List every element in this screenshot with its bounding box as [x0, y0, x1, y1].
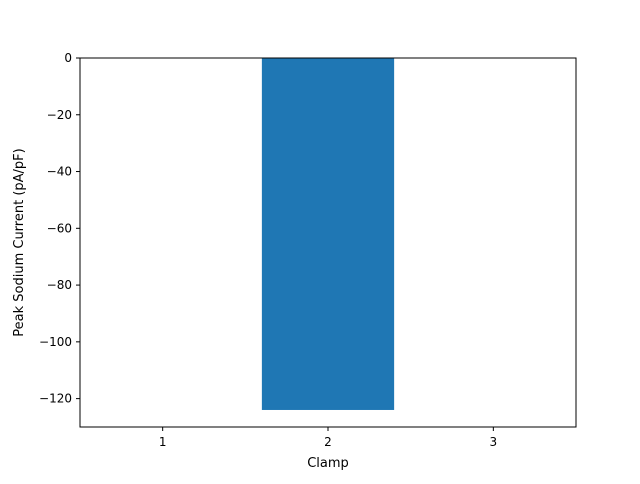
x-axis-label: Clamp: [307, 456, 349, 471]
y-tick-label: −80: [47, 278, 72, 292]
y-tick-label: −100: [39, 335, 72, 349]
x-tick-label: 2: [324, 435, 332, 449]
y-tick-label: −120: [39, 392, 72, 406]
y-tick-label: 0: [64, 51, 72, 65]
x-tick-label: 1: [159, 435, 167, 449]
y-tick-label: −20: [47, 108, 72, 122]
y-axis-ticks: 0 −20 −40 −60 −80 −100 −120: [39, 51, 80, 406]
x-tick-label: 3: [490, 435, 498, 449]
y-axis-label: Peak Sodium Current (pA/pF): [12, 148, 27, 336]
bar-clamp-2: [261, 58, 395, 410]
y-tick-label: −40: [47, 165, 72, 179]
y-tick-label: −60: [47, 221, 72, 235]
x-axis-ticks: 1 2 3: [159, 427, 497, 449]
bars-layer: [261, 58, 395, 410]
